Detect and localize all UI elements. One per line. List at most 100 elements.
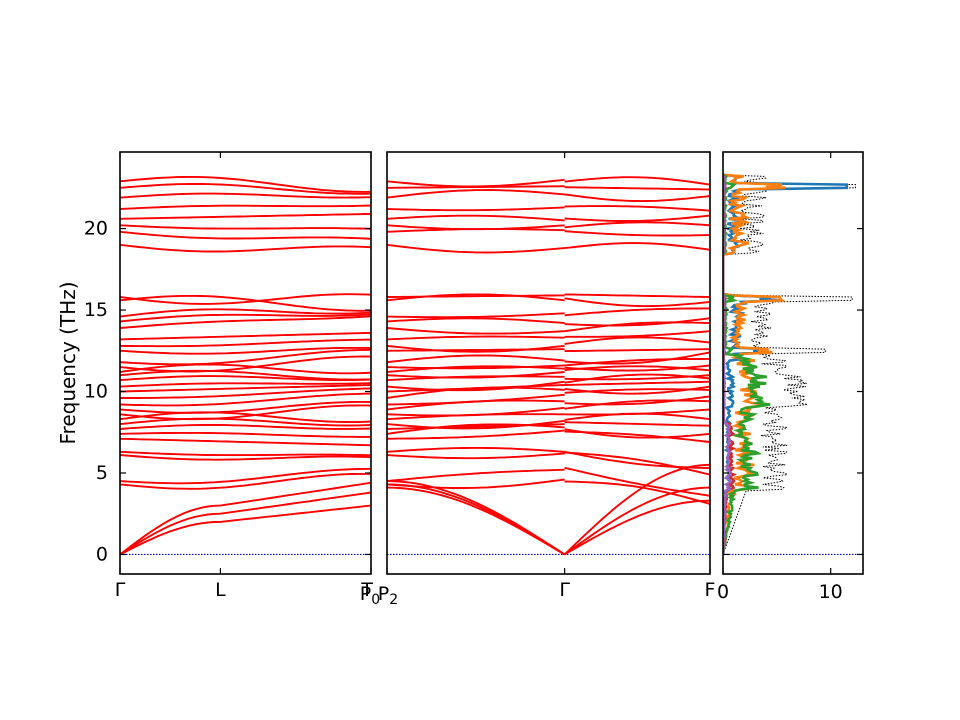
band-line	[564, 205, 710, 212]
band-line	[120, 384, 371, 393]
band-line	[564, 374, 710, 381]
x-tick-label-sub: 0	[371, 592, 380, 608]
band-line	[564, 399, 710, 410]
band-line	[120, 315, 371, 329]
panel-frame-1	[386, 151, 711, 575]
band-line	[387, 371, 565, 379]
band-line	[120, 481, 371, 556]
band-line	[387, 327, 565, 335]
dos-series-0	[723, 174, 856, 555]
band-line	[120, 182, 371, 195]
y-axis-label-group: Frequency (THz)	[56, 281, 80, 444]
band-line	[387, 224, 565, 231]
band-line	[120, 387, 371, 399]
y-tick-label: 0	[96, 543, 108, 565]
band-line	[120, 308, 371, 318]
y-axis-label: Frequency (THz)	[56, 281, 80, 444]
band-line	[387, 452, 565, 460]
band-line	[564, 364, 710, 372]
band-line	[120, 404, 371, 421]
band-line	[387, 478, 565, 489]
band-line	[564, 466, 710, 497]
band-line	[120, 243, 371, 253]
band-line	[387, 335, 565, 341]
band-line	[120, 204, 371, 210]
band-line	[387, 189, 565, 199]
band-line	[564, 395, 710, 406]
band-line	[120, 369, 371, 381]
y-tick-label: 10	[84, 381, 108, 403]
band-line	[387, 480, 566, 556]
band-line	[120, 363, 371, 375]
band-line	[120, 224, 371, 230]
panel-frames	[119, 151, 864, 575]
band-line	[120, 348, 371, 366]
panel-frame-0	[119, 151, 372, 575]
band-line	[564, 499, 710, 556]
panel-band-structure-1	[120, 175, 371, 556]
band-line	[564, 176, 710, 186]
band-line	[387, 483, 566, 556]
dos-series-3	[723, 173, 771, 555]
y-tick-label: 5	[96, 462, 108, 484]
band-line	[387, 243, 565, 254]
panel-dos	[723, 173, 863, 556]
band-line	[387, 468, 565, 483]
band-line	[387, 446, 565, 453]
band-line	[387, 354, 565, 364]
band-line	[387, 364, 565, 370]
y-tick-label: 15	[84, 299, 108, 321]
band-line	[120, 175, 371, 193]
band-line	[120, 431, 371, 438]
band-line	[120, 400, 371, 414]
band-line	[387, 294, 565, 298]
band-line	[564, 351, 710, 365]
band-line	[564, 317, 710, 327]
band-line	[564, 186, 710, 191]
band-line	[120, 212, 371, 220]
panel-band-structure-2	[387, 176, 710, 556]
x-tick-label-sub: 2	[389, 592, 398, 608]
band-line	[120, 338, 371, 348]
band-line	[564, 336, 710, 345]
band-line	[387, 380, 565, 392]
x-tick-label: Γ	[559, 579, 570, 601]
band-line	[120, 313, 371, 323]
band-line	[564, 230, 710, 237]
band-line	[120, 491, 371, 556]
x-tick-label: Γ	[115, 579, 126, 601]
band-line	[120, 467, 371, 485]
band-line	[387, 375, 565, 382]
band-line	[120, 472, 371, 490]
band-line	[120, 417, 371, 427]
band-line	[387, 486, 566, 556]
panel-frame-2	[722, 151, 864, 575]
band-line	[120, 192, 371, 199]
band-line	[120, 331, 371, 341]
band-line	[387, 178, 565, 188]
band-line	[564, 293, 710, 298]
band-line	[564, 214, 710, 222]
band-line	[387, 406, 565, 417]
band-line	[120, 424, 371, 430]
band-line	[120, 355, 371, 373]
x-tick-label: 0	[717, 581, 729, 603]
y-tick-label: 20	[84, 218, 108, 240]
band-line	[564, 428, 710, 439]
band-line	[120, 411, 371, 424]
band-line	[564, 480, 710, 505]
band-line	[564, 385, 710, 395]
band-line	[120, 382, 371, 388]
x-tick-label: P2	[378, 583, 398, 608]
band-line	[564, 307, 710, 317]
band-line	[120, 230, 371, 240]
band-line	[564, 408, 710, 416]
band-line	[387, 419, 565, 430]
band-line	[564, 221, 710, 229]
band-line	[387, 312, 565, 319]
band-line	[564, 348, 710, 353]
band-line	[387, 206, 565, 212]
x-tick-label: 10	[819, 581, 843, 603]
